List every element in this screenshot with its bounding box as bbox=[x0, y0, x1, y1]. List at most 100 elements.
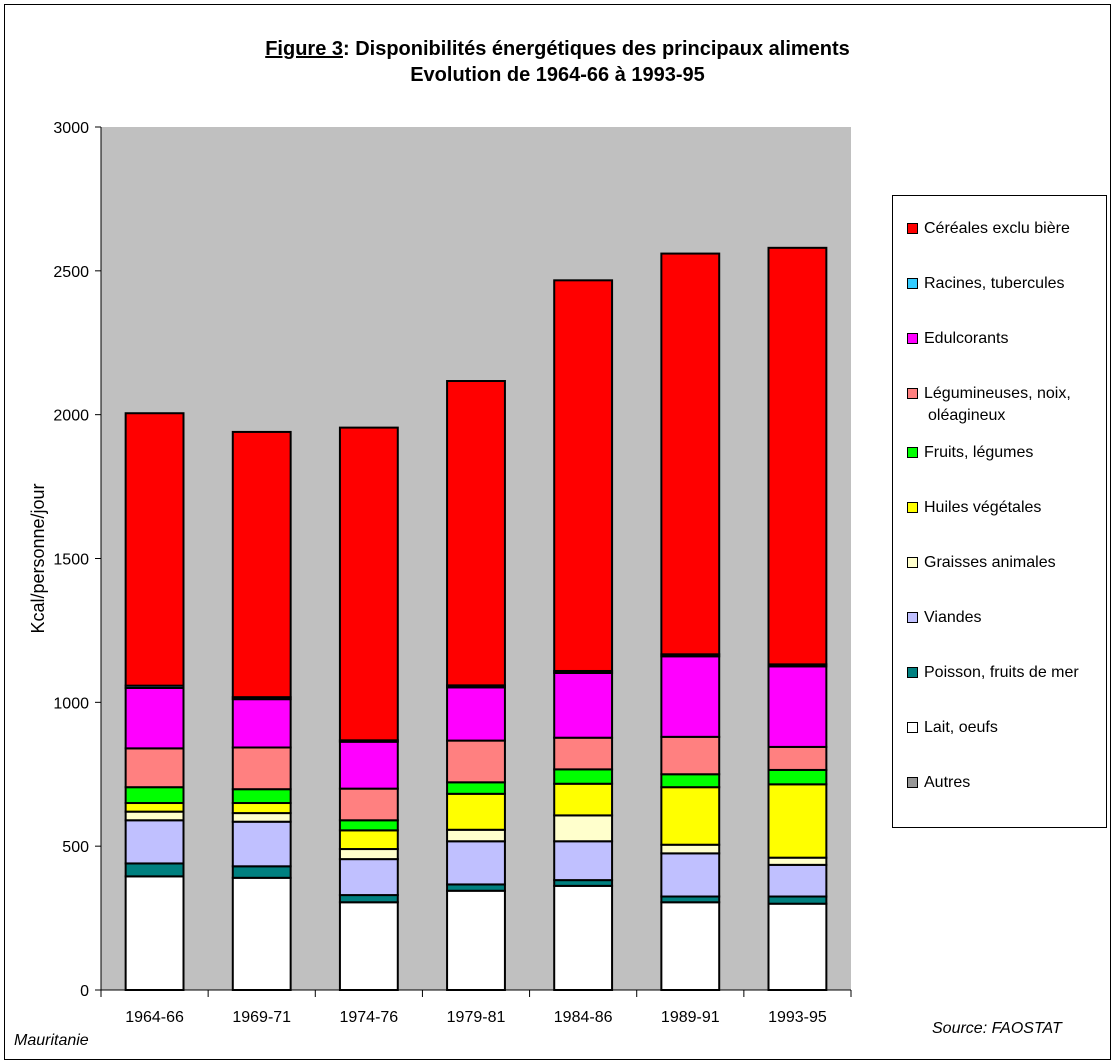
bar-segment bbox=[338, 901, 399, 991]
bar-segment bbox=[660, 786, 721, 846]
bar-segment bbox=[553, 736, 614, 771]
source-label: Source: FAOSTAT bbox=[932, 1020, 1062, 1037]
bar-segment bbox=[553, 671, 614, 739]
bar-segment bbox=[553, 814, 614, 843]
legend-swatch bbox=[907, 278, 918, 289]
bar-segment bbox=[767, 665, 828, 748]
bar-segment bbox=[338, 829, 399, 851]
bar-segment bbox=[338, 819, 399, 832]
bar-segment bbox=[124, 786, 185, 805]
bar-segment bbox=[124, 412, 185, 687]
legend-label: Légumineuses, noix, oléagineux bbox=[924, 385, 1071, 424]
y-tick-label: 1000 bbox=[53, 695, 89, 712]
bar-segment bbox=[231, 746, 292, 791]
legend-label: Poisson, fruits de mer bbox=[924, 664, 1079, 681]
bar-segment bbox=[446, 739, 506, 784]
legend-label: Huiles végétales bbox=[924, 499, 1042, 516]
legend-label: Autres bbox=[924, 774, 971, 791]
bar-segment bbox=[231, 788, 292, 805]
y-tick-label: 500 bbox=[62, 839, 89, 856]
bar-segment bbox=[446, 828, 506, 843]
bar-segment bbox=[231, 430, 292, 699]
bar-segment bbox=[124, 747, 185, 789]
bar-segment bbox=[767, 902, 828, 992]
country-label: Mauritanie bbox=[14, 1032, 89, 1049]
y-tick-label: 0 bbox=[80, 983, 89, 1000]
bar-segment bbox=[338, 894, 399, 904]
bar-segment bbox=[231, 802, 292, 815]
bar-segment bbox=[338, 426, 399, 742]
bar-segment bbox=[660, 843, 721, 855]
legend-swatch bbox=[907, 667, 918, 678]
y-axis-label: Kcal/personne/jour bbox=[28, 483, 48, 633]
bar-segment bbox=[767, 768, 828, 786]
bar-segment bbox=[553, 782, 614, 817]
legend-swatch bbox=[907, 722, 918, 733]
legend-label: Edulcorants bbox=[924, 330, 1009, 347]
y-tick-label: 3000 bbox=[53, 120, 89, 137]
legend-label: Lait, oeufs bbox=[924, 719, 998, 736]
bar-segment bbox=[660, 773, 721, 789]
bar-segment bbox=[231, 876, 292, 991]
bar-segment bbox=[338, 787, 399, 822]
chart-subtitle: Evolution de 1964-66 à 1993-95 bbox=[410, 64, 705, 86]
y-tick-label: 1500 bbox=[53, 552, 89, 569]
x-tick-label: 1979-81 bbox=[447, 1009, 506, 1026]
figure-number: Figure 3 bbox=[265, 38, 343, 60]
bar-segment bbox=[446, 840, 506, 886]
bar-segment bbox=[767, 856, 828, 866]
y-tick-label: 2500 bbox=[53, 264, 89, 281]
chart-legend: Céréales exclu bière Racines, tubercules E… bbox=[892, 195, 1107, 828]
legend-label: Viandes bbox=[924, 609, 982, 626]
bar-segment bbox=[231, 698, 292, 749]
bar-segment bbox=[660, 655, 721, 738]
legend-swatch bbox=[907, 333, 918, 344]
legend-swatch bbox=[907, 223, 918, 234]
legend-swatch bbox=[907, 557, 918, 568]
bar-segment bbox=[124, 686, 185, 750]
bar-segment bbox=[767, 895, 828, 905]
x-tick-label: 1984-86 bbox=[554, 1009, 613, 1026]
bar-segment bbox=[446, 889, 506, 992]
x-tick-label: 1974-76 bbox=[339, 1009, 398, 1026]
legend-label: Céréales exclu bière bbox=[924, 220, 1070, 237]
bar-segment bbox=[446, 686, 506, 742]
bar-segment bbox=[660, 252, 721, 656]
legend-label: Graisses animales bbox=[924, 554, 1056, 571]
legend-swatch bbox=[907, 447, 918, 458]
legend-label: Fruits, légumes bbox=[924, 444, 1034, 461]
legend-swatch bbox=[907, 502, 918, 513]
bar-segment bbox=[660, 852, 721, 898]
bar-segment bbox=[338, 848, 399, 861]
bar-segment bbox=[660, 901, 721, 991]
bar-segment bbox=[124, 875, 185, 991]
chart-title-text: : Disponibilités énergétiques des princi… bbox=[343, 38, 850, 60]
chart-title-line1: Figure 3: Disponibilités énergétiques de… bbox=[0, 38, 1115, 61]
bar-segment bbox=[553, 768, 614, 785]
bar-segment bbox=[553, 279, 614, 672]
x-tick-label: 1969-71 bbox=[232, 1009, 291, 1026]
bar-segment bbox=[124, 802, 185, 813]
legend-swatch bbox=[907, 612, 918, 623]
legend-swatch bbox=[907, 777, 918, 788]
bar-segment bbox=[446, 781, 506, 795]
bar-segment bbox=[231, 820, 292, 868]
legend-label: Racines, tubercules bbox=[924, 275, 1065, 292]
bar-segment bbox=[553, 884, 614, 992]
bar-segment bbox=[231, 865, 292, 879]
bar-segment bbox=[767, 745, 828, 771]
x-tick-label: 1993-95 bbox=[768, 1009, 827, 1026]
x-tick-label: 1989-91 bbox=[661, 1009, 720, 1026]
bar-segment bbox=[124, 862, 185, 878]
x-tick-label: 1964-66 bbox=[125, 1009, 184, 1026]
bar-segment bbox=[767, 863, 828, 898]
y-tick-label: 2000 bbox=[53, 408, 89, 425]
bar-segment bbox=[338, 740, 399, 790]
legend-swatch bbox=[907, 388, 918, 399]
bar-segment bbox=[338, 858, 399, 897]
bar-segment bbox=[446, 380, 506, 687]
bar-segment bbox=[231, 812, 292, 823]
bar-segment bbox=[124, 819, 185, 865]
bar-segment bbox=[767, 783, 828, 859]
